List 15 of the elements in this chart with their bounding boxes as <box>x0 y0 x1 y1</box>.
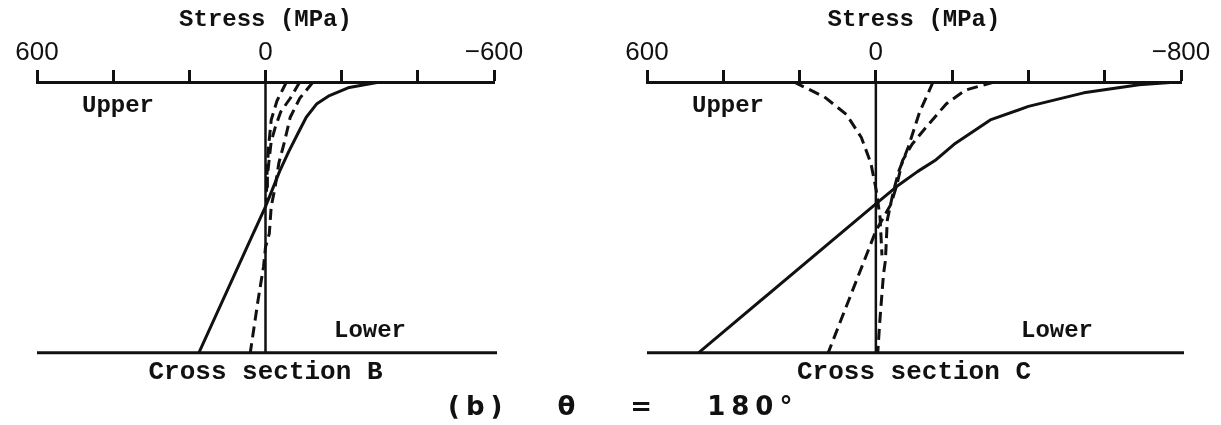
x-tick-label: 0 <box>258 35 273 66</box>
x-axis-title: Stress (MPa) <box>179 6 352 34</box>
x-tick-label: 0 <box>868 35 884 66</box>
x-tick-label: −800 <box>1151 35 1211 66</box>
annotation: Upper <box>82 92 155 120</box>
text: (b) θ = 180° <box>448 390 799 422</box>
annotation: Lower <box>333 316 406 344</box>
text: Cross section C <box>796 356 1032 387</box>
text: Cross section B <box>148 356 383 387</box>
x-axis-title: Stress (MPa) <box>827 6 1001 34</box>
x-tick-label: 600 <box>625 35 669 66</box>
annotation: Upper <box>692 92 765 120</box>
x-tick-label: 600 <box>15 35 59 66</box>
annotation: Lower <box>1020 316 1093 344</box>
x-tick-label: −600 <box>464 35 524 66</box>
